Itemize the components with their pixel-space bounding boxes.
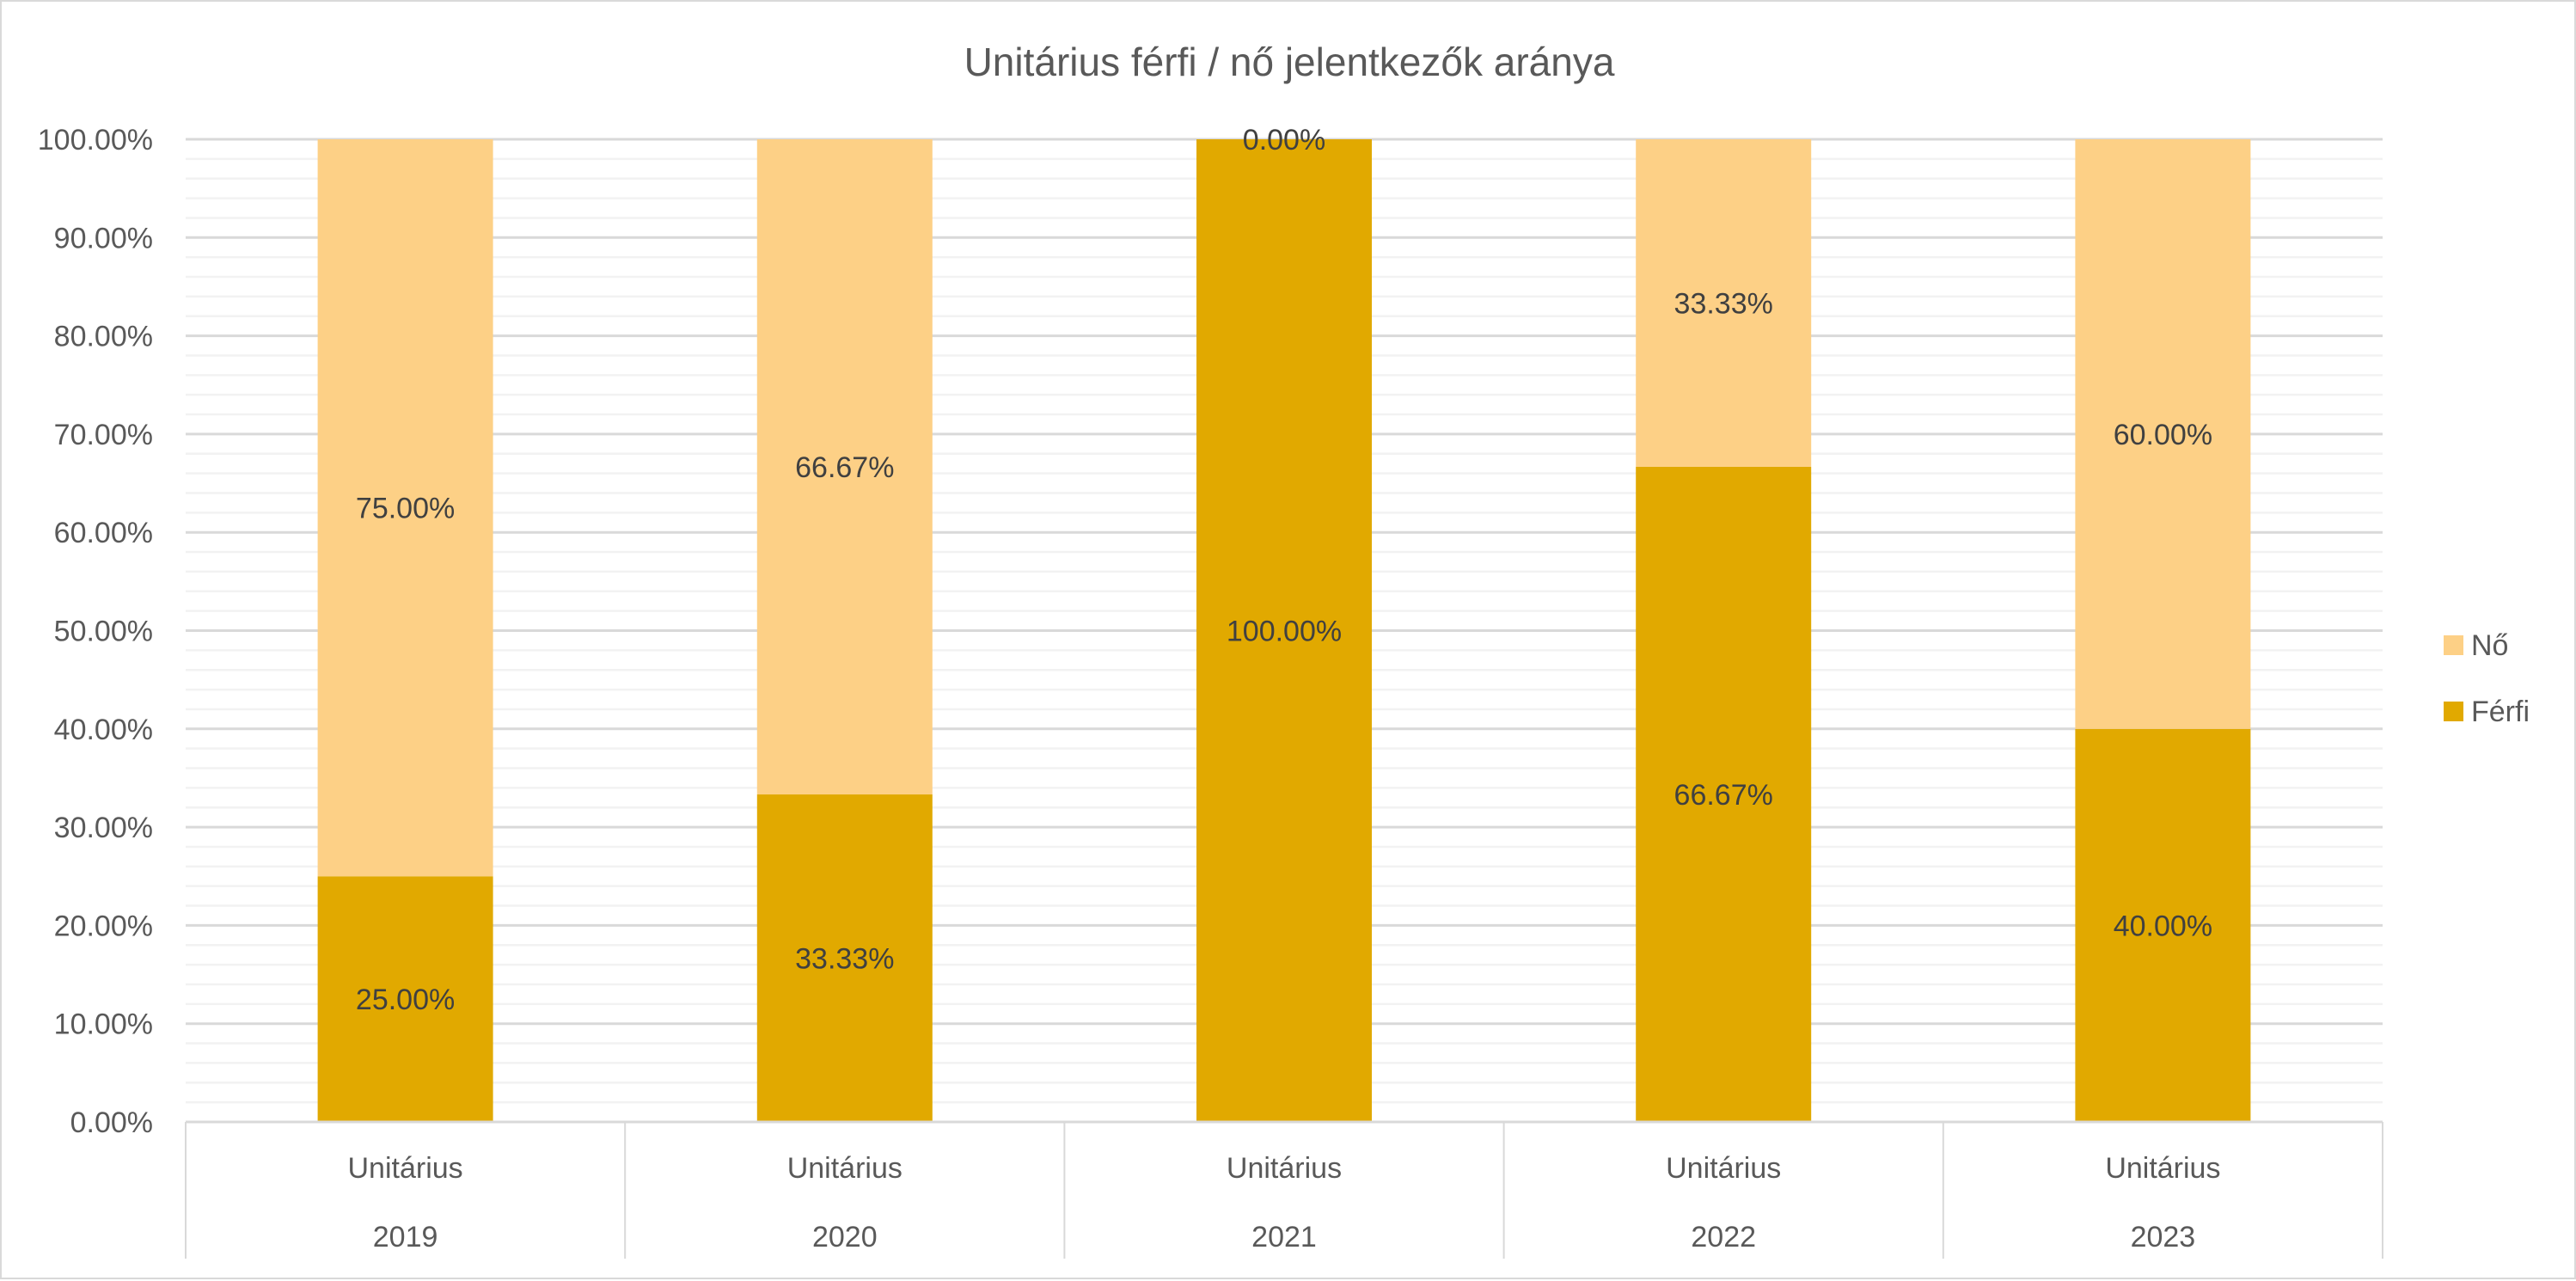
category-year-label: 2023 [2131, 1221, 2196, 1253]
legend-swatch [2444, 635, 2463, 655]
legend-label: Férfi [2471, 696, 2530, 728]
y-tick-label: 30.00% [54, 812, 153, 844]
category-axis: Unitárius 2019 Unitárius 2020 Unitárius 2021 U… [185, 1120, 2383, 1259]
data-label: 100.00% [1227, 616, 1342, 648]
y-tick-label: 0.00% [70, 1106, 153, 1139]
bar-stack-2019: 25.00% 75.00% [317, 139, 493, 1122]
bar-stack-2020: 33.33% 66.67% [756, 139, 933, 1122]
bars: 25.00% 75.00% 33.33% 66.67% 100.00% 0.00% 66.6… [317, 124, 2251, 1122]
y-tick-label: 60.00% [54, 517, 153, 549]
data-label: 75.00% [356, 493, 455, 525]
y-axis-tick-labels: 0.00% 10.00% 20.00% 30.00% 40.00% 50.00% 60.00… [38, 124, 153, 1139]
y-tick-label: 20.00% [54, 910, 153, 942]
bar-segment-f-rfi [1636, 466, 1812, 1122]
y-tick-label: 80.00% [54, 321, 153, 353]
category-group-label: Unitárius [1227, 1152, 1342, 1185]
legend-swatch [2444, 702, 2463, 721]
category-year-label: 2021 [1251, 1221, 1317, 1253]
legend-item-férfi: Férfi [2444, 696, 2530, 728]
bar-stack-2021: 100.00% 0.00% [1196, 124, 1372, 1122]
bar-segment-f-rfi [756, 794, 933, 1122]
chart-title: Unitárius férfi / nő jelentkezők aránya [964, 40, 1615, 84]
y-tick-label: 100.00% [38, 124, 153, 156]
data-label: 25.00% [356, 984, 455, 1016]
bar-stack-2023: 40.00% 60.00% [2075, 139, 2251, 1122]
bar-segment-f-rfi [317, 876, 493, 1122]
category-year-label: 2022 [1691, 1221, 1756, 1253]
category-group-label: Unitárius [1666, 1152, 1781, 1185]
y-tick-label: 40.00% [54, 714, 153, 746]
category-group-label: Unitárius [348, 1152, 463, 1185]
data-label: 0.00% [1243, 124, 1325, 156]
legend: Nő Férfi [2444, 629, 2530, 728]
bar-segment-n- [2075, 139, 2251, 729]
data-label: 40.00% [2114, 910, 2212, 942]
bar-segment-n- [756, 139, 933, 795]
y-tick-label: 70.00% [54, 419, 153, 451]
data-label: 33.33% [795, 943, 894, 976]
legend-label: Nő [2471, 629, 2508, 662]
bar-segment-f-rfi [1196, 139, 1372, 1122]
bar-stack-2022: 66.67% 33.33% [1636, 139, 1812, 1122]
category-group-label: Unitárius [2105, 1152, 2220, 1185]
category-year-label: 2020 [812, 1221, 878, 1253]
bar-segment-n- [1636, 139, 1812, 467]
bar-segment-n- [317, 139, 493, 877]
category-group-label: Unitárius [787, 1152, 903, 1185]
data-label: 66.67% [795, 451, 894, 484]
category-year-label: 2019 [373, 1221, 438, 1253]
data-label: 33.33% [1674, 287, 1773, 320]
bar-segment-f-rfi [2075, 728, 2251, 1122]
data-label: 60.00% [2114, 419, 2212, 451]
y-tick-label: 50.00% [54, 616, 153, 648]
y-tick-label: 90.00% [54, 222, 153, 254]
y-tick-label: 10.00% [54, 1008, 153, 1041]
legend-item-nő: Nő [2444, 629, 2508, 662]
data-label: 66.67% [1674, 779, 1773, 812]
